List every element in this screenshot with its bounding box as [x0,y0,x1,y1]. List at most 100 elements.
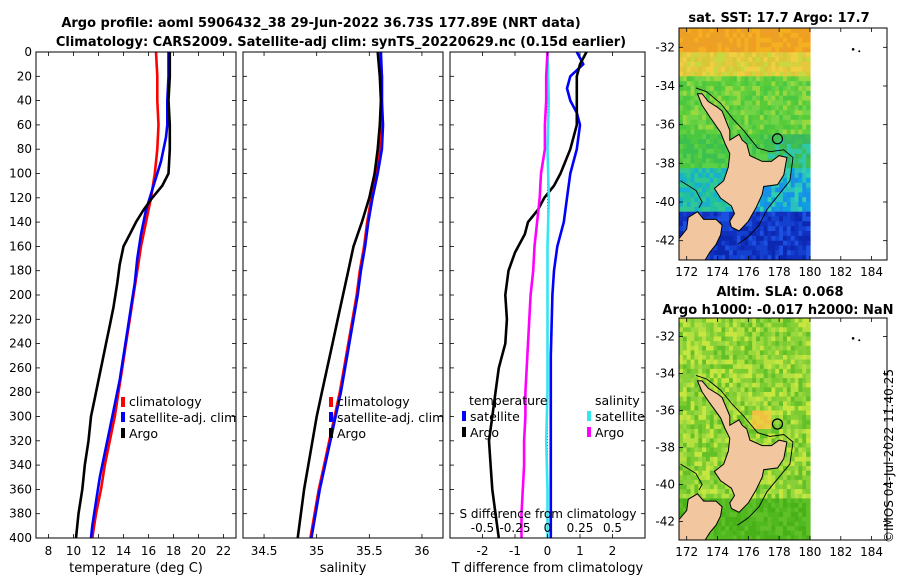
map-cell [756,498,761,504]
map-cell [706,419,711,425]
map-cell [744,81,749,87]
map-cell [686,61,692,68]
map-cell [729,71,734,77]
y-tick-label: 160 [9,239,32,253]
map-cell [756,424,761,430]
map-cell [713,245,719,251]
map-cell [752,355,757,361]
map-cell [698,61,703,68]
map-cell [779,535,784,540]
map-cell [682,211,688,218]
map-cell [790,433,796,439]
map-cell [736,331,742,338]
map-cell [790,470,796,476]
y-tick-label: -38 [655,156,675,170]
map-cell [798,438,803,444]
map-cell [763,192,769,198]
map-cell [682,442,688,449]
map-cell [798,322,803,328]
map-cell [798,378,803,384]
y-tick-label: -32 [655,40,675,54]
map-cell [775,61,780,68]
map-cell [748,231,753,237]
map-cell [744,410,749,416]
map-cell [783,396,788,402]
map-cell [709,378,715,384]
map-cell [775,424,780,430]
map-cell [706,466,711,472]
map-cell [729,211,734,218]
map-cell [775,336,780,342]
map-cell [744,95,749,102]
map-cell [744,110,749,116]
map-cell [679,456,684,462]
map-cell [763,419,769,425]
map-cell [783,231,788,237]
map-cell [690,368,696,375]
map-cell [721,396,726,402]
map-cell [717,90,722,97]
map-cell [752,530,757,536]
map-cell [744,378,749,384]
map-cell [759,521,765,527]
map-cell [694,129,699,135]
map-cell [756,350,761,356]
map-cell [717,456,722,462]
timestamp: ©IMOS 04-Jul-2022 11:40:25 [882,369,896,543]
map-cell [682,216,688,222]
map-cell [748,526,753,532]
map-cell [717,331,722,338]
map-cell [706,373,711,379]
map-cell [748,47,753,53]
map-cell [709,182,715,189]
map-cell [740,387,746,393]
map-cell [775,144,780,150]
map-cell [798,255,803,260]
map-cell [794,479,800,486]
map-cell [682,119,688,126]
map-cell [740,345,746,351]
map-cell [736,47,742,53]
map-cell [798,368,803,375]
map-cell [690,318,696,324]
map-cell [759,433,765,439]
map-cell [775,368,780,375]
map-cell [729,110,734,116]
map-cell [686,331,692,338]
map-cell [682,61,688,68]
legend-swatch-s-argo [587,427,591,437]
map-cell [682,168,688,174]
map-cell [729,512,734,518]
map-cell [679,100,684,106]
map-cell [798,484,803,490]
map-cell [709,100,715,106]
map-cell [790,173,796,179]
map-cell [786,516,792,523]
map-cell [775,192,780,198]
map-cell [686,447,692,453]
map-cell [729,382,734,388]
map-cell [783,466,788,472]
map-cell [798,110,803,116]
map-cell [713,355,719,361]
map-cell [802,466,807,472]
map-cell [732,512,738,518]
map-cell [783,61,788,68]
map-cell [802,452,807,458]
map-cell [806,345,811,351]
map-cell [725,163,730,169]
map-cell [779,211,784,218]
map-cells [679,28,861,260]
map-cell [790,530,796,536]
map-cell [740,526,746,532]
map-cell [682,66,688,73]
y-tick-label: 120 [9,191,32,205]
map-cell [682,438,688,444]
map-cell [732,521,738,527]
map-cell [794,173,800,179]
map-cell [786,419,792,425]
map-cell [759,410,765,416]
map-cell [802,153,807,160]
map-cell [725,66,730,73]
y-tick-label: 100 [9,167,32,181]
